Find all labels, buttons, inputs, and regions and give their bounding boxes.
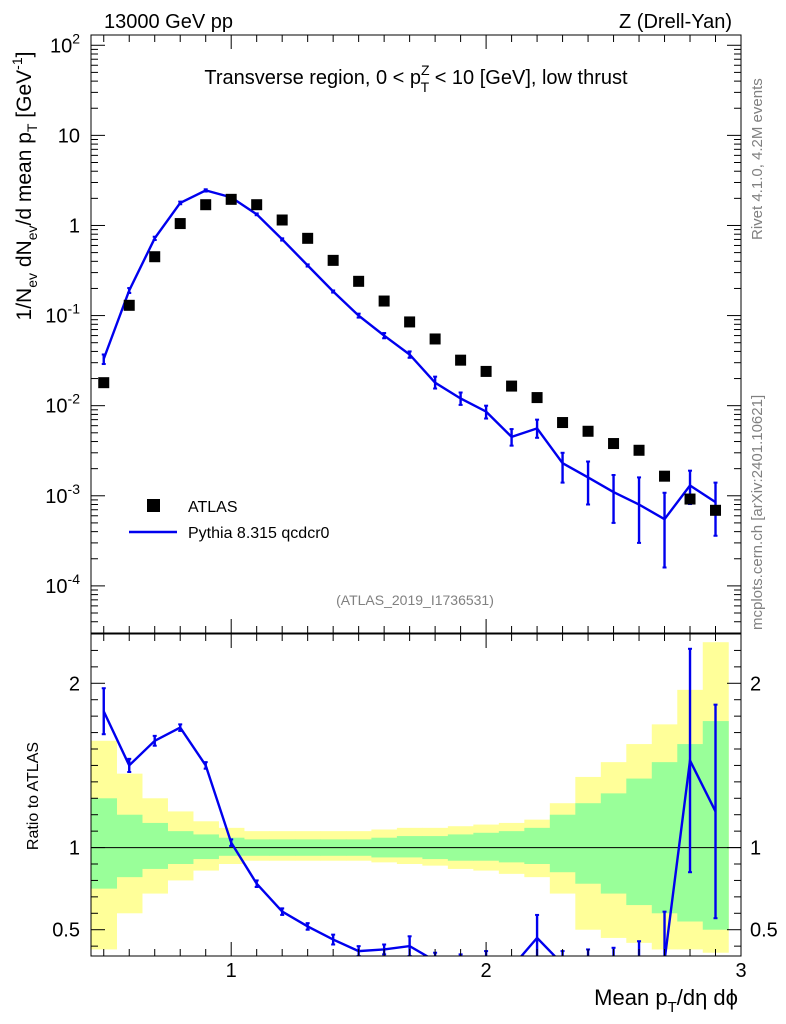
- data-point: [200, 199, 212, 211]
- stat-band-bin: [141, 822, 168, 869]
- main-plot-panel: 102 10 1 10-1 10-2 10-3 10-4 Transverse region…: [9, 30, 742, 634]
- ratio-axis-ticks: [91, 634, 742, 956]
- y-tick-label: 10-4: [45, 571, 80, 598]
- ratio-plot-frame: [90, 633, 742, 957]
- stat-band-bin: [116, 814, 143, 878]
- main-y-axis-label: 1/Nev dNev/d mean pT [GeV-1]: [9, 52, 40, 321]
- stat-band-bin: [192, 834, 219, 860]
- data-point: [276, 214, 288, 226]
- ratio-y-tick-label-right: 2: [750, 673, 761, 695]
- legend-data-label: ATLAS: [188, 499, 238, 516]
- y-tick-label: 1: [69, 215, 80, 237]
- data-point: [123, 299, 135, 311]
- data-point: [404, 316, 416, 328]
- ratio-y-tick-label: 2: [69, 673, 80, 695]
- stat-band-bin: [498, 831, 525, 863]
- ratio-y-tick-label: 1: [69, 838, 80, 860]
- stat-band-bin: [575, 803, 602, 884]
- data-point: [174, 218, 186, 230]
- data-point: [480, 365, 492, 377]
- y-tick-label: 10-2: [45, 391, 80, 418]
- ratio-y-tick-label-right: 0.5: [750, 920, 778, 942]
- stat-uncertainty-band: [91, 721, 729, 930]
- data-point: [557, 417, 569, 429]
- data-point: [684, 493, 696, 505]
- data-point: [455, 354, 467, 366]
- data-point: [633, 444, 645, 456]
- y-tick-label: 10: [58, 125, 80, 147]
- data-point: [506, 380, 518, 392]
- energy-label: 13000 GeV pp: [104, 11, 233, 33]
- x-tick-label: 2: [481, 960, 492, 982]
- analysis-id-label: (ATLAS_2019_I1736531): [336, 592, 494, 608]
- data-point: [149, 251, 161, 263]
- ratio-y-tick-label: 0.5: [52, 920, 80, 942]
- ratio-y-tick-label-right: 1: [750, 838, 761, 860]
- mc-series-line: [102, 189, 717, 521]
- data-markers: [98, 193, 722, 516]
- data-point: [429, 333, 441, 345]
- x-tick-label: 3: [735, 960, 746, 982]
- main-y-tick-labels: 102 10 1 10-1 10-2 10-3 10-4: [45, 30, 80, 598]
- legend: ATLAS Pythia 8.315 qcdcr0: [129, 499, 330, 542]
- data-point: [608, 438, 620, 450]
- rivet-version-label: Rivet 4.1.0, 4.2M events: [749, 78, 766, 240]
- data-point: [353, 275, 365, 287]
- data-point: [302, 232, 314, 244]
- y-tick-label: 10-3: [45, 481, 80, 508]
- stat-band-bin: [524, 827, 551, 864]
- ratio-plot-panel: 0.5 0.5 1 1 2 2 1 2 3 Ratio to ATLAS Mean pT/dη …: [25, 633, 778, 1016]
- stat-band-bin: [473, 832, 500, 861]
- data-point: [659, 470, 671, 482]
- source-label: mcplots.cern.ch [arXiv:2401.10621]: [749, 395, 766, 630]
- x-tick-label: 1: [226, 960, 237, 982]
- process-label: Z (Drell-Yan): [619, 11, 732, 33]
- data-point: [710, 504, 722, 516]
- plot-title: Transverse region, 0 < pZ T < 10 [GeV], l…: [204, 62, 628, 95]
- stat-band-bin: [396, 836, 423, 858]
- main-axis-ticks: [91, 35, 742, 634]
- data-point: [531, 392, 543, 404]
- stat-band-bin: [626, 778, 653, 906]
- legend-data-marker: [147, 499, 160, 512]
- data-point: [582, 425, 594, 437]
- y-tick-label: 10-1: [45, 301, 80, 328]
- ratio-y-axis-label: Ratio to ATLAS: [25, 742, 42, 850]
- data-point: [225, 193, 237, 205]
- main-plot-frame: [90, 34, 742, 634]
- stat-band-bin: [549, 814, 576, 873]
- legend-mc-label: Pythia 8.315 qcdcr0: [188, 525, 330, 542]
- x-axis-label: Mean pT/dη dϕ: [594, 985, 738, 1016]
- data-point: [378, 295, 390, 307]
- data-point: [327, 254, 339, 266]
- y-tick-label: 102: [50, 30, 80, 57]
- stat-band-bin: [600, 793, 627, 894]
- data-point: [98, 377, 110, 389]
- data-point: [251, 199, 263, 211]
- ratio-series: [101, 647, 718, 956]
- ratio-tick-labels: 0.5 0.5 1 1 2 2 1 2 3: [52, 673, 778, 982]
- stat-band-bin: [91, 798, 117, 889]
- ratio-mc-line: [102, 710, 717, 956]
